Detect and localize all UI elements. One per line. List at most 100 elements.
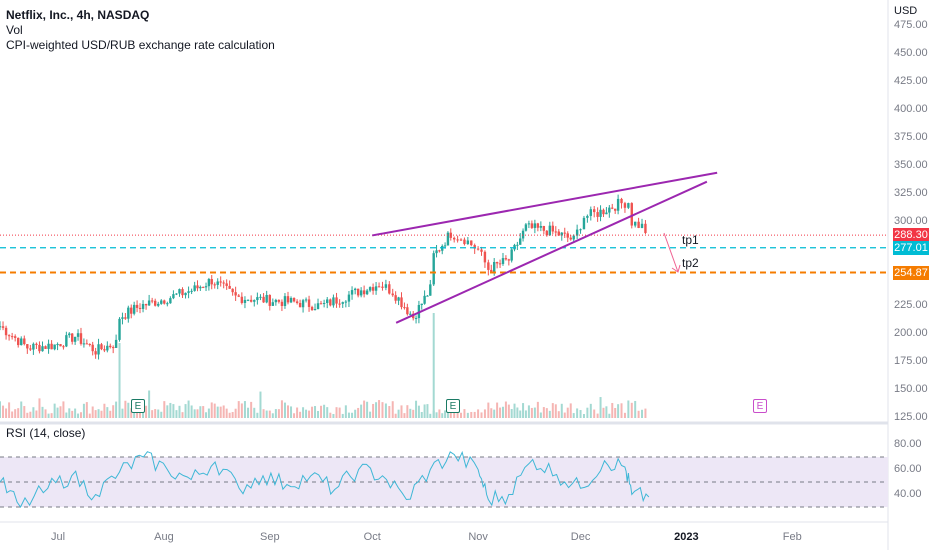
volume-bar: [35, 410, 38, 418]
volume-bar: [274, 409, 277, 418]
rsi-tick-label: 40.00: [894, 487, 922, 500]
earnings-badge-jul[interactable]: E: [131, 399, 145, 413]
volume-bar: [341, 413, 344, 418]
candle-body: [627, 203, 630, 208]
volume-bar: [38, 398, 41, 418]
volume-bar: [593, 409, 596, 418]
volume-bar: [139, 412, 142, 418]
volume-bar: [338, 407, 341, 418]
tp1-label: tp1: [682, 233, 699, 247]
candle-body: [234, 292, 237, 296]
volume-bar: [415, 400, 418, 418]
volume-spike: [432, 313, 435, 418]
volume-bar: [169, 402, 172, 418]
candle-body: [298, 302, 302, 308]
candle-body: [207, 279, 211, 287]
candle-body: [271, 302, 275, 306]
candle-body: [599, 209, 602, 217]
volume-bar: [611, 402, 614, 418]
volume-bar: [487, 402, 490, 418]
volume-bar: [62, 401, 65, 418]
symbol-legend: Netflix, Inc., 4h, NASDAQ: [6, 8, 150, 22]
candle-body: [630, 203, 633, 226]
candle-body: [76, 333, 80, 337]
candle-body: [249, 299, 253, 302]
volume-bar: [151, 410, 154, 418]
volume-bar: [460, 412, 463, 418]
volume-bar: [572, 413, 575, 418]
volume-bar: [103, 403, 106, 418]
volume-bar: [644, 408, 647, 418]
volume-bar: [412, 409, 415, 418]
earnings-badge-upcoming[interactable]: E: [753, 399, 767, 413]
candle-body: [492, 262, 496, 273]
candle-body: [423, 295, 426, 304]
candle-body: [353, 288, 357, 291]
volume-bar: [53, 403, 56, 418]
candle-body: [56, 344, 59, 346]
price-tick-label: 175.00: [894, 355, 928, 367]
volume-bar: [293, 413, 296, 418]
volume-bar: [85, 402, 88, 418]
candle-body: [109, 345, 112, 348]
volume-bar: [145, 405, 148, 418]
candle-body: [623, 203, 627, 208]
candle-body: [498, 263, 502, 265]
time-tick-label: Dec: [570, 531, 591, 543]
volume-bar: [283, 402, 286, 418]
volume-bar: [82, 403, 85, 418]
candle-body: [253, 300, 256, 302]
candle-body: [470, 240, 473, 246]
volume-bar: [265, 410, 268, 418]
candle-body: [313, 309, 317, 311]
candle-body: [68, 333, 71, 336]
candle-body: [605, 212, 608, 215]
volume-bar: [106, 407, 109, 418]
volume-bar: [496, 402, 499, 418]
candle-body: [443, 245, 447, 247]
candle-body: [35, 343, 38, 345]
candle-body: [316, 303, 320, 310]
candle-body: [160, 300, 163, 304]
volume-bar: [507, 404, 510, 418]
candle-body: [85, 343, 89, 345]
candle-body: [516, 244, 519, 246]
candle-body: [118, 318, 121, 340]
candle-body: [292, 297, 296, 302]
candle-body: [280, 301, 284, 306]
volume-bar: [199, 406, 202, 418]
price-tag: 254.87: [893, 265, 929, 280]
candle-body: [596, 212, 599, 217]
candle-body: [365, 290, 369, 295]
volume-bar: [296, 407, 299, 418]
candle-body: [65, 335, 68, 347]
volume-bar: [378, 400, 381, 418]
candle-body: [368, 287, 372, 291]
volume-bar: [234, 408, 237, 418]
volume-bar: [605, 406, 608, 418]
volume-bar: [163, 401, 166, 418]
volume-bar: [522, 403, 525, 418]
volume-bar: [112, 405, 115, 418]
volume-bar: [388, 406, 391, 418]
earnings-badge-oct[interactable]: E: [446, 399, 460, 413]
time-tick-label: Aug: [154, 531, 174, 543]
candle-body: [100, 344, 103, 350]
volume-bar: [599, 397, 602, 418]
volume-bar: [560, 403, 563, 418]
volume-bar: [210, 402, 213, 418]
time-tick-label: Nov: [468, 531, 488, 543]
volume-bar: [302, 407, 305, 418]
volume-bar: [499, 407, 502, 418]
candle-body: [47, 343, 50, 349]
candle-body: [50, 343, 53, 350]
volume-bar: [602, 407, 605, 418]
candle-body: [32, 343, 35, 350]
volume-bar: [429, 413, 432, 418]
candle-body: [175, 293, 178, 295]
volume-bar: [357, 407, 360, 418]
volume-bar: [175, 410, 178, 418]
candle-body: [344, 301, 348, 303]
currency-label: USD: [894, 5, 918, 17]
